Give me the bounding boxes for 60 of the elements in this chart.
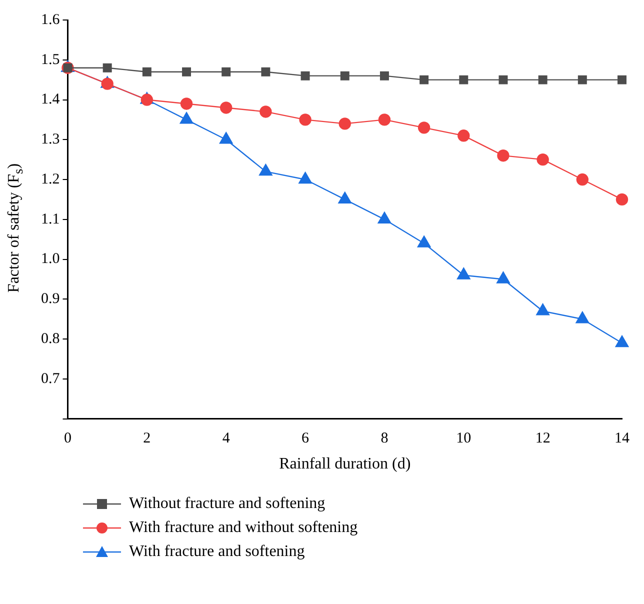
y-tick-label: 0.8 bbox=[41, 330, 60, 347]
point bbox=[261, 67, 270, 76]
y-tick-label: 1.6 bbox=[41, 12, 60, 28]
point bbox=[222, 67, 231, 76]
legend-label: Without fracture and softening bbox=[129, 495, 326, 513]
point bbox=[576, 312, 590, 324]
point bbox=[260, 106, 272, 118]
point bbox=[300, 71, 310, 80]
point bbox=[538, 75, 548, 84]
point bbox=[142, 67, 152, 76]
point bbox=[459, 75, 468, 84]
y-tick-label: 1.0 bbox=[41, 251, 60, 268]
point bbox=[219, 132, 233, 144]
y-tick-label: 0.7 bbox=[41, 370, 60, 387]
point bbox=[420, 75, 429, 84]
point bbox=[298, 172, 312, 184]
point bbox=[180, 98, 193, 110]
x-tick-label: 2 bbox=[143, 430, 151, 447]
point bbox=[378, 114, 391, 126]
point bbox=[578, 75, 587, 84]
point bbox=[615, 335, 629, 348]
point bbox=[497, 149, 510, 162]
x-tick-label: 6 bbox=[302, 430, 310, 447]
point bbox=[496, 272, 510, 284]
point bbox=[458, 130, 470, 142]
point bbox=[576, 173, 589, 186]
y-tick-label: 0.9 bbox=[41, 291, 60, 308]
point bbox=[536, 304, 550, 316]
point bbox=[259, 164, 272, 176]
point bbox=[618, 75, 626, 84]
x-tick-label: 0 bbox=[64, 430, 72, 447]
x-tick-label: 14 bbox=[614, 430, 630, 447]
point bbox=[180, 112, 194, 124]
point bbox=[536, 153, 549, 166]
point bbox=[456, 268, 470, 280]
point bbox=[220, 102, 232, 114]
x-tick-label: 10 bbox=[456, 430, 472, 447]
legend-label: With fracture and softening bbox=[129, 543, 305, 561]
y-tick-label: 1.4 bbox=[41, 92, 60, 108]
point bbox=[299, 114, 312, 126]
point bbox=[498, 75, 508, 84]
point bbox=[338, 192, 352, 204]
x-tick-label: 12 bbox=[535, 430, 550, 447]
y-tick-label: 1.1 bbox=[41, 211, 60, 228]
point bbox=[378, 212, 392, 224]
point bbox=[102, 63, 112, 72]
x-tick-label: 8 bbox=[380, 430, 388, 447]
point bbox=[418, 122, 430, 134]
y-tick-label: 1.3 bbox=[41, 132, 60, 148]
point bbox=[338, 118, 351, 130]
point bbox=[616, 193, 628, 206]
point bbox=[380, 71, 389, 80]
x-axis-title: Rainfall duration (d) bbox=[279, 456, 411, 473]
point bbox=[182, 67, 192, 76]
point bbox=[340, 71, 350, 80]
x-tick-label: 4 bbox=[222, 430, 230, 447]
point bbox=[417, 236, 431, 248]
y-tick-label: 1.2 bbox=[41, 171, 60, 188]
legend-label: With fracture and without softening bbox=[129, 519, 358, 537]
y-tick-label: 1.5 bbox=[41, 52, 60, 68]
